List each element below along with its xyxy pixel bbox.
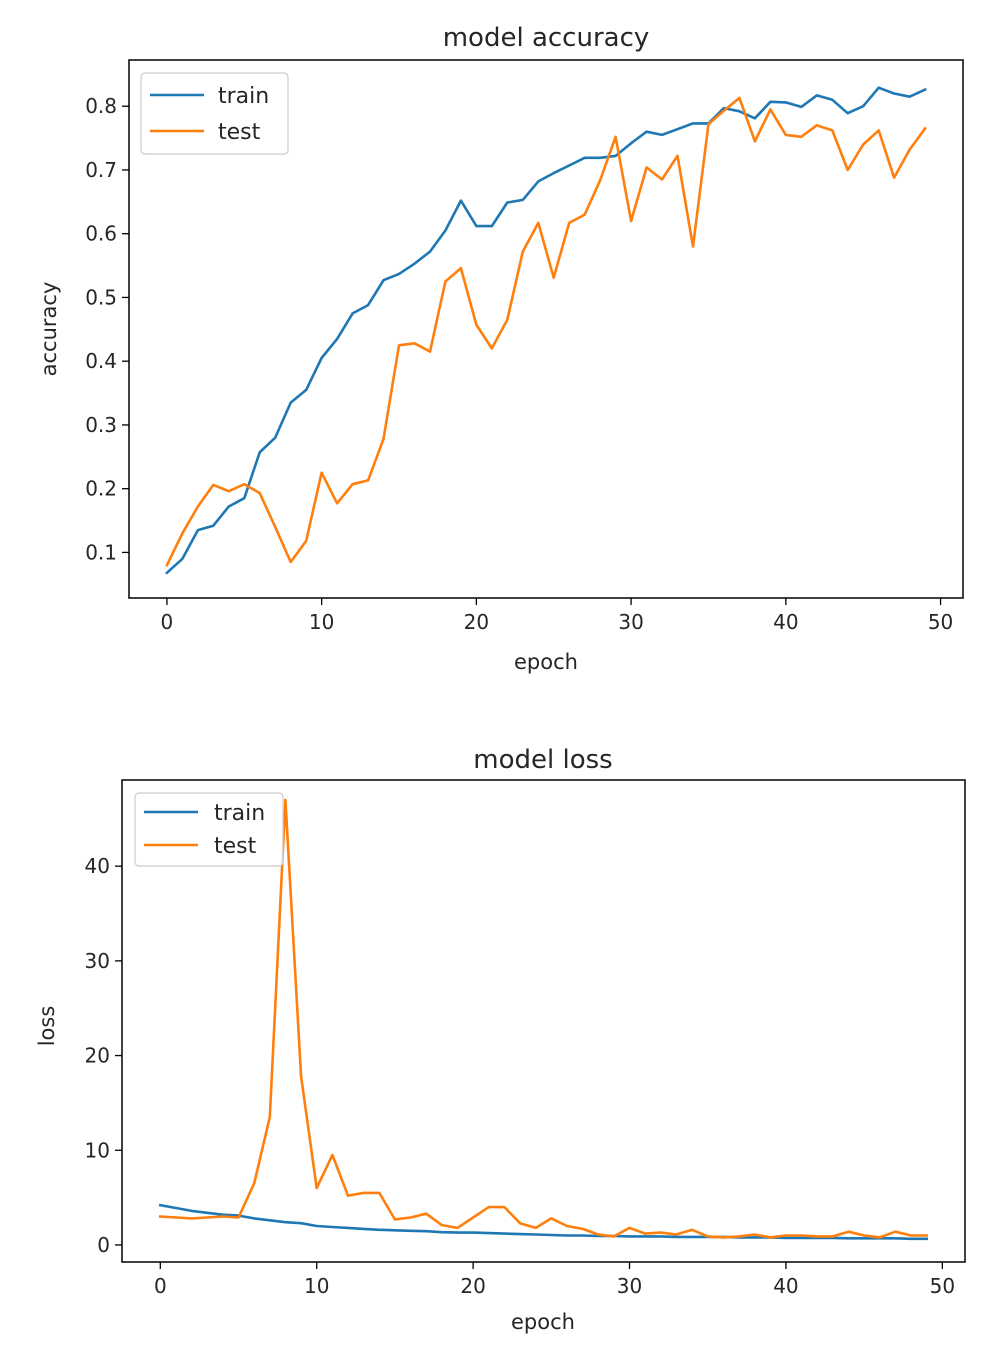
loss-y-tick-label: 0 <box>97 1233 110 1257</box>
loss-y-axis-label: loss <box>35 1006 59 1047</box>
accuracy-x-tick-label: 40 <box>773 610 798 634</box>
loss-chart-title: model loss <box>473 745 612 775</box>
loss-x-tick-label: 10 <box>304 1274 329 1298</box>
loss-x-tick-label: 50 <box>930 1274 955 1298</box>
accuracy-y-tick-label: 0.2 <box>85 477 117 501</box>
accuracy-y-tick-label: 0.4 <box>85 349 117 373</box>
accuracy-x-axis-label: epoch <box>514 650 578 674</box>
accuracy-x-tick-label: 20 <box>464 610 489 634</box>
accuracy-x-tick-label: 0 <box>161 610 174 634</box>
accuracy-chart-title: model accuracy <box>443 23 650 53</box>
loss-y-tick-label: 40 <box>85 854 110 878</box>
accuracy-legend-test-label: test <box>218 120 261 145</box>
accuracy-legend: train test <box>140 72 289 155</box>
loss-x-tick-label: 20 <box>460 1274 485 1298</box>
loss-plot-frame <box>121 779 966 1263</box>
loss-x-axis-label: epoch <box>511 1310 575 1334</box>
loss-x-tick-label: 40 <box>773 1274 798 1298</box>
loss-y-tick-label: 20 <box>85 1044 110 1068</box>
loss-chart: model loss 0 10 20 30 40 50 0 10 20 30 40 epoch lo… <box>35 745 966 1334</box>
accuracy-test-line <box>165 96 927 567</box>
accuracy-y-axis-label: accuracy <box>37 282 61 377</box>
accuracy-y-tick-label: 0.8 <box>85 94 117 118</box>
loss-train-line <box>158 1203 929 1241</box>
loss-legend-test-label: test <box>214 834 257 859</box>
accuracy-y-tick-label: 0.6 <box>85 222 117 246</box>
accuracy-legend-train-label: train <box>218 84 269 109</box>
accuracy-y-tick-label: 0.5 <box>85 285 117 309</box>
loss-x-tick-label: 0 <box>154 1274 167 1298</box>
accuracy-y-tick-label: 0.1 <box>85 540 117 564</box>
accuracy-legend-box <box>140 72 289 155</box>
loss-y-tick-label: 30 <box>85 949 110 973</box>
accuracy-y-tick-label: 0.3 <box>85 413 117 437</box>
loss-legend-train-label: train <box>214 801 265 826</box>
accuracy-plot-frame <box>128 59 964 599</box>
loss-x-tick-label: 30 <box>617 1274 642 1298</box>
loss-legend: train test <box>134 792 284 867</box>
accuracy-x-tick-label: 50 <box>928 610 953 634</box>
accuracy-x-tick-label: 30 <box>618 610 643 634</box>
accuracy-x-tick-label: 10 <box>309 610 334 634</box>
accuracy-chart: model accuracy 0 10 20 30 40 50 0.1 0.2 0.3 0.4 0.… <box>37 23 964 674</box>
loss-test-line <box>158 798 929 1239</box>
loss-y-tick-label: 10 <box>85 1138 110 1162</box>
accuracy-train-line <box>165 86 927 575</box>
accuracy-y-tick-label: 0.7 <box>85 158 117 182</box>
